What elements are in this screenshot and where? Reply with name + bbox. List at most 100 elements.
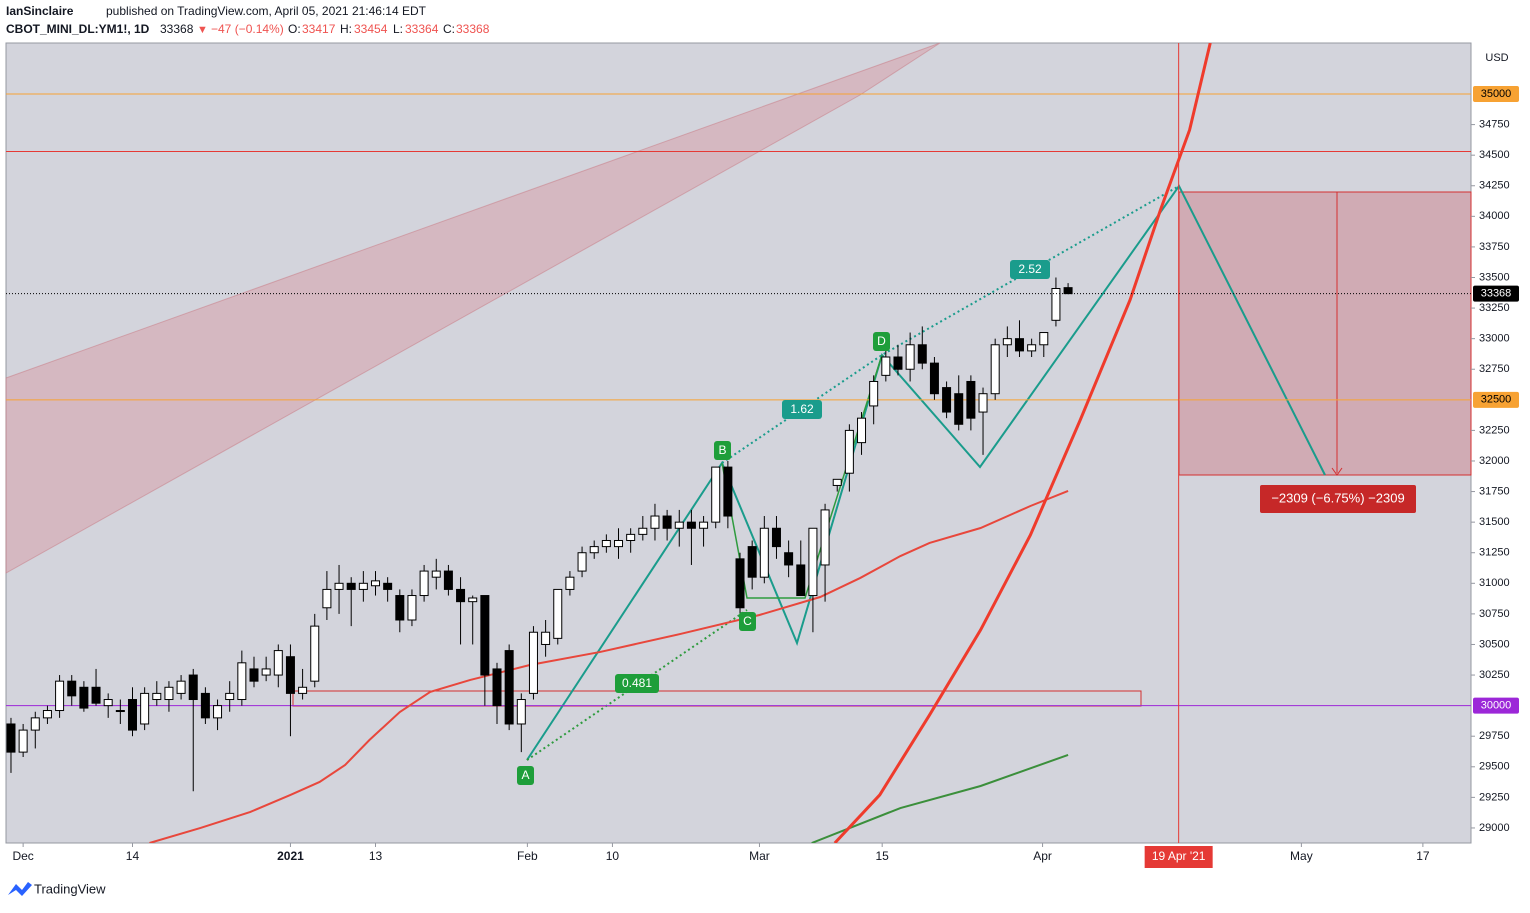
candle-body bbox=[1063, 287, 1073, 295]
y-tick-label: 31500 bbox=[1479, 516, 1510, 528]
x-tick-label: Mar bbox=[749, 849, 770, 863]
ohlc-label: H: bbox=[340, 22, 352, 36]
y-tick-label: 32250 bbox=[1479, 424, 1510, 436]
pattern-label-bg bbox=[714, 441, 731, 460]
x-tick-label: Apr bbox=[1033, 849, 1052, 863]
candle-body bbox=[176, 680, 186, 694]
candle-body bbox=[857, 417, 867, 444]
candle-body bbox=[699, 521, 709, 529]
candle-body bbox=[674, 521, 684, 529]
candle-body bbox=[808, 527, 818, 597]
x-tick-label: 15 bbox=[876, 849, 890, 863]
candle-body bbox=[553, 588, 563, 639]
y-tick-label: 32000 bbox=[1479, 455, 1510, 467]
candle-body bbox=[225, 692, 235, 701]
price-label: 30000 bbox=[1481, 700, 1512, 712]
candle-body bbox=[285, 656, 295, 694]
symbol: CBOT_MINI_DL:YM1!, 1D bbox=[6, 22, 150, 36]
x-tick-label: 17 bbox=[1416, 849, 1430, 863]
candle-body bbox=[601, 539, 611, 548]
candle-body bbox=[188, 674, 198, 701]
author: IanSinclaire bbox=[6, 4, 74, 18]
candle-body bbox=[614, 539, 624, 548]
candle-body bbox=[565, 576, 575, 590]
y-tick-label: 33750 bbox=[1479, 241, 1510, 253]
candle-body bbox=[395, 595, 405, 621]
pattern-label: D bbox=[877, 334, 886, 348]
ohlc-label: C: bbox=[443, 22, 455, 36]
y-tick-label: 32750 bbox=[1479, 363, 1510, 375]
candle-body bbox=[456, 588, 466, 603]
x-tick-label: 2021 bbox=[277, 849, 304, 863]
candle-body bbox=[796, 564, 806, 597]
candle-body bbox=[115, 710, 125, 713]
candle-body bbox=[91, 686, 101, 704]
y-tick-label: 31250 bbox=[1479, 547, 1510, 559]
candle-body bbox=[358, 582, 368, 590]
position-label-bg bbox=[1260, 485, 1416, 513]
candle-body bbox=[322, 588, 332, 609]
x-tick-label: 13 bbox=[369, 849, 383, 863]
ohlc-label: L: bbox=[393, 22, 403, 36]
last: 33368 bbox=[160, 22, 194, 36]
y-tick-label: 29000 bbox=[1479, 822, 1510, 834]
candle-body bbox=[589, 546, 599, 554]
arrow: ▼ bbox=[197, 24, 208, 36]
candle-body bbox=[1014, 338, 1024, 352]
candle-body bbox=[30, 717, 40, 731]
candle-body bbox=[735, 558, 745, 609]
y-tick-label: 33000 bbox=[1479, 333, 1510, 345]
pattern-label-bg bbox=[739, 612, 756, 631]
pattern-dotted bbox=[526, 609, 748, 761]
plot-area bbox=[5, 42, 1472, 844]
pattern-label: A bbox=[521, 768, 529, 782]
candle-body bbox=[869, 380, 879, 407]
candle-body bbox=[261, 668, 271, 676]
candle-body bbox=[237, 662, 247, 701]
logo: TradingView bbox=[8, 881, 106, 896]
candle-body bbox=[577, 552, 587, 572]
candle-body bbox=[127, 699, 137, 731]
y-tick-label: 33500 bbox=[1479, 271, 1510, 283]
pattern-label: C bbox=[743, 614, 752, 628]
last-price-label: 33368 bbox=[1481, 288, 1512, 300]
series bbox=[6, 43, 1471, 843]
x-tick-label: 14 bbox=[126, 849, 140, 863]
y-tick-label: 30500 bbox=[1479, 638, 1510, 650]
candle-body bbox=[820, 509, 830, 566]
ratio-bg bbox=[615, 674, 659, 693]
candle-body bbox=[747, 546, 757, 578]
ratio: 2.52 bbox=[1018, 262, 1042, 276]
candle-body bbox=[55, 680, 65, 712]
currency: USD bbox=[1485, 52, 1508, 64]
candle-body bbox=[334, 582, 344, 590]
logo-icon bbox=[8, 882, 32, 896]
candle-body bbox=[711, 466, 721, 523]
x-tick-label: May bbox=[1290, 849, 1313, 863]
ratio-bg bbox=[1010, 260, 1050, 279]
candle-body bbox=[881, 356, 891, 376]
candle-body bbox=[371, 580, 381, 587]
price-label: 32500 bbox=[1481, 394, 1512, 406]
indicator-line bbox=[833, 43, 1212, 843]
candle-body bbox=[346, 582, 356, 590]
candle-body bbox=[18, 729, 28, 753]
ratio: 0.481 bbox=[622, 676, 652, 690]
candle-body bbox=[419, 570, 429, 597]
x-tick-label: Dec bbox=[12, 849, 33, 863]
position-label: −2309 (−6.75%) −2309 bbox=[1271, 490, 1404, 505]
candle-body bbox=[468, 597, 478, 603]
candle-body bbox=[67, 680, 77, 697]
price-label-bg bbox=[1473, 86, 1519, 103]
y-tick-label: 29750 bbox=[1479, 730, 1510, 742]
last-price-bg bbox=[1473, 285, 1519, 302]
candle-body bbox=[893, 356, 903, 370]
drawings bbox=[5, 42, 1472, 843]
candle-body bbox=[383, 582, 393, 590]
price-label-bg bbox=[1473, 391, 1519, 408]
date-label: 19 Apr '21 bbox=[1152, 849, 1206, 863]
candle-body bbox=[723, 466, 733, 517]
candle-body bbox=[990, 344, 1000, 395]
candle-body bbox=[784, 552, 794, 566]
price-label: 35000 bbox=[1481, 88, 1512, 100]
